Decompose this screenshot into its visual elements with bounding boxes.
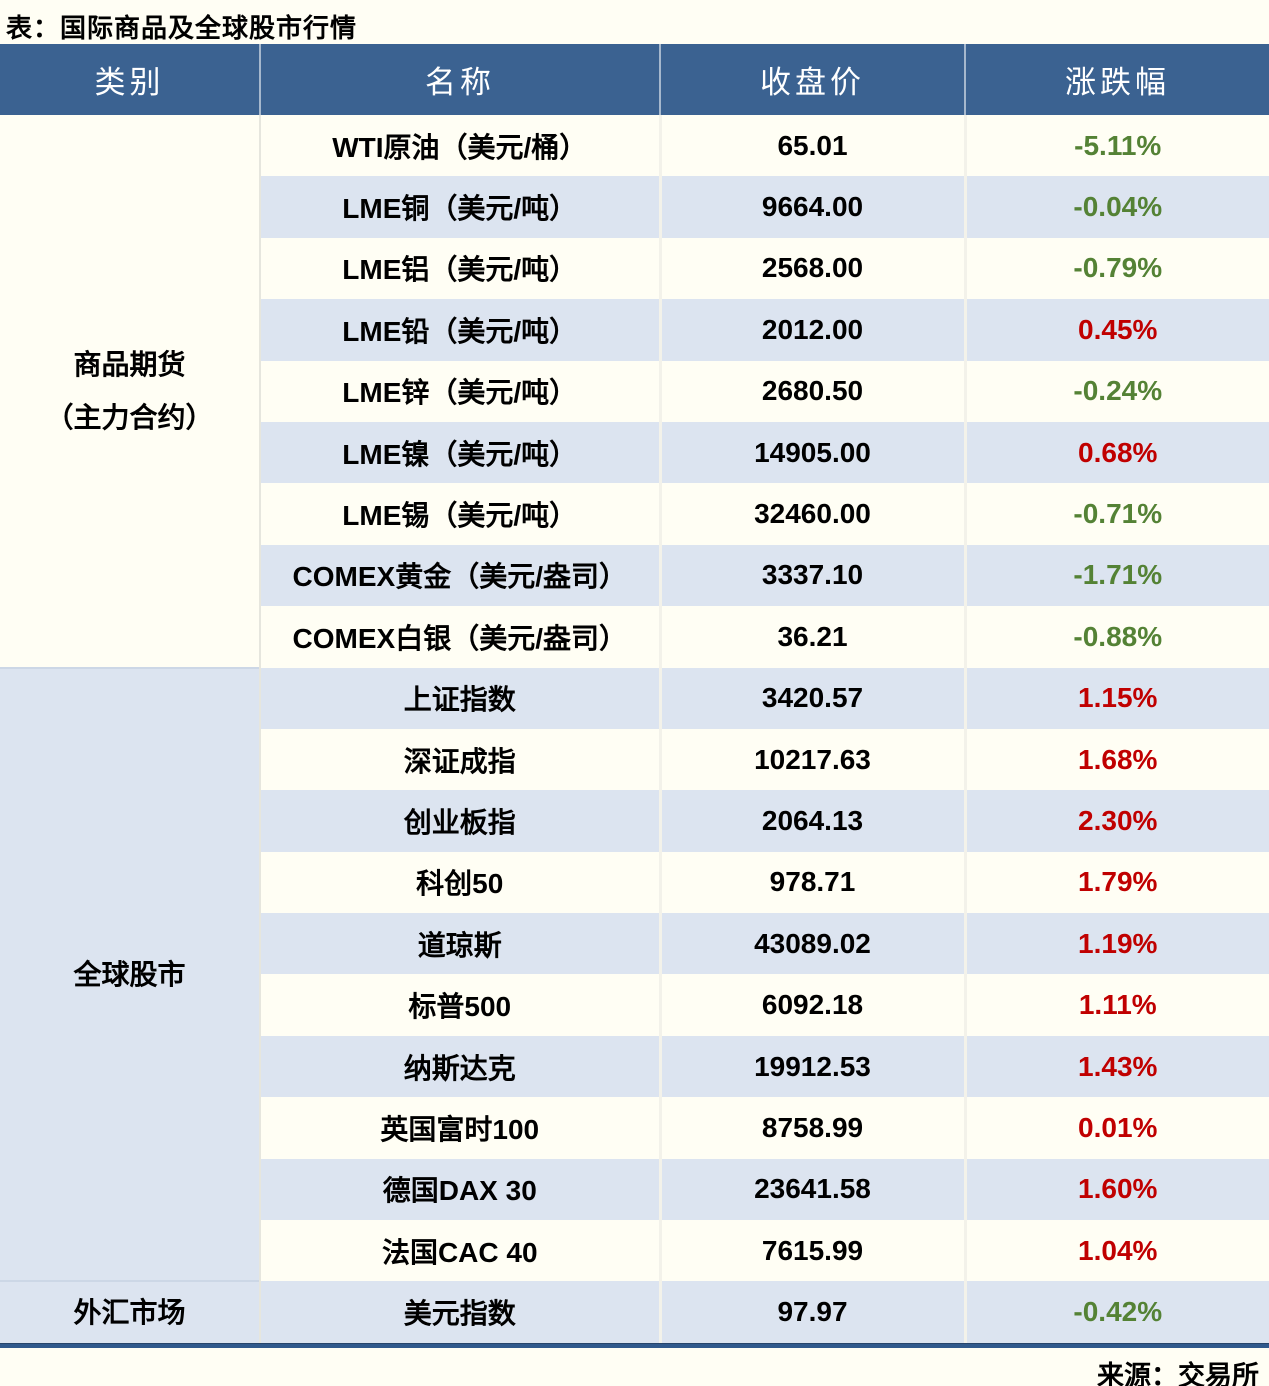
- change-percent-cell: -0.79%: [1073, 252, 1163, 284]
- close-price-cell: 65.01: [660, 115, 967, 177]
- instrument-name-cell: COMEX黄金（美元/盎司）: [260, 544, 662, 607]
- table-row: 标普500 6092.18 1.11%: [0, 974, 1269, 1036]
- change-percent-cell: 0.45%: [965, 299, 1269, 361]
- close-price-cell: 3420.57: [660, 667, 967, 729]
- instrument-name-cell: 标普500: [260, 974, 662, 1036]
- table-row: LME镍（美元/吨） 14905.00 0.68%: [0, 421, 1269, 484]
- close-price-cell: 2064.13: [660, 790, 967, 852]
- change-percent-cell: 1.60%: [965, 1158, 1269, 1221]
- change-percent-cell: -0.71%: [1073, 498, 1163, 530]
- instrument-name-cell: 德国DAX 30: [260, 1158, 662, 1221]
- change-percent-cell: 1.68%: [1078, 743, 1158, 775]
- close-price-cell: 2680.50: [660, 360, 967, 422]
- instrument-name-cell: 美元指数: [260, 1281, 662, 1343]
- instrument-name-cell: LME铅（美元/吨）: [260, 299, 662, 361]
- instrument-name-cell: 纳斯达克: [260, 1035, 662, 1098]
- header-row: 类别 名称 收盘价 涨跌幅: [0, 44, 1269, 115]
- table-header: 类别 名称 收盘价 涨跌幅: [0, 44, 1269, 115]
- instrument-name-cell: LME镍（美元/吨）: [260, 421, 662, 484]
- table-row: COMEX白银（美元/盎司） 36.21 -0.88%: [0, 606, 1269, 668]
- change-percent-cell: 1.04%: [1078, 1234, 1158, 1266]
- close-price-cell: 978.71: [660, 851, 967, 914]
- change-percent-cell: 0.68%: [965, 421, 1269, 484]
- instrument-name-cell: 科创50: [260, 851, 662, 914]
- close-price-cell: 2012.00: [660, 299, 967, 361]
- instrument-name-cell: LME锡（美元/吨）: [260, 483, 662, 545]
- table-row: 法国CAC 40 7615.99 1.04%: [0, 1220, 1269, 1282]
- change-percent-cell: 1.79%: [1078, 866, 1158, 898]
- close-price-cell: 7615.99: [660, 1220, 967, 1282]
- instrument-name-cell: 深证成指: [260, 728, 662, 791]
- table-row: 纳斯达克 19912.53 1.43%: [0, 1035, 1269, 1098]
- close-price-cell: 32460.00: [660, 483, 967, 545]
- table-row: 德国DAX 30 23641.58 1.60%: [0, 1158, 1269, 1221]
- close-price-cell: 3337.10: [660, 544, 967, 607]
- change-percent-cell: 1.11%: [1078, 989, 1157, 1021]
- table-row: LME锡（美元/吨） 32460.00 -0.71%: [0, 483, 1269, 545]
- table-row: 科创50 978.71 1.79%: [0, 851, 1269, 914]
- change-percent-cell: 1.15%: [965, 667, 1269, 729]
- category-label: 商品期货: [73, 348, 186, 380]
- category-label: 全球股市: [73, 958, 186, 990]
- table-row: 英国富时100 8758.99 0.01%: [0, 1097, 1269, 1159]
- instrument-name-cell: 法国CAC 40: [260, 1220, 662, 1282]
- category-label: 外汇市场: [73, 1297, 186, 1329]
- change-percent-cell: 1.43%: [965, 1035, 1269, 1098]
- instrument-name-cell: COMEX白银（美元/盎司）: [260, 606, 662, 668]
- change-percent-cell: -0.04%: [965, 176, 1269, 238]
- category-cell: 外汇市场: [0, 1280, 261, 1343]
- table-row: 外汇市场 美元指数 97.97 -0.42%: [0, 1280, 1269, 1343]
- close-price-cell: 6092.18: [660, 974, 967, 1036]
- table-row: COMEX黄金（美元/盎司） 3337.10 -1.71%: [0, 544, 1269, 607]
- header-close: 收盘价: [660, 44, 966, 115]
- change-percent-cell: -0.42%: [965, 1281, 1269, 1343]
- close-price-cell: 97.97: [660, 1281, 967, 1343]
- category-cell: 全球股市: [0, 666, 261, 1282]
- table-bottom-rule: [0, 1342, 1269, 1348]
- category-cell: 商品期货 （主力合约）: [0, 115, 261, 668]
- instrument-name-cell: LME铜（美元/吨）: [260, 176, 662, 238]
- table-row: 道琼斯 43089.02 1.19%: [0, 913, 1269, 975]
- table-row: 深证成指 10217.63 1.68%: [0, 728, 1269, 791]
- close-price-cell: 23641.58: [660, 1158, 967, 1221]
- change-percent-cell: -1.71%: [965, 544, 1269, 607]
- header-change: 涨跌幅: [965, 44, 1269, 115]
- table-row: 商品期货 （主力合约） WTI原油（美元/桶） 65.01 -5.11%: [0, 115, 1269, 668]
- instrument-name-cell: 上证指数: [260, 667, 662, 729]
- instrument-name-cell: 英国富时100: [260, 1097, 662, 1159]
- header-name: 名称: [260, 44, 661, 115]
- market-table: 类别 名称 收盘价 涨跌幅 商品期货 （主力合约） WTI原油（美元/桶） 65.01…: [0, 44, 1269, 1343]
- page-title: 表：国际商品及全球股市行情: [6, 13, 358, 43]
- table-body: 商品期货 （主力合约） WTI原油（美元/桶） 65.01 -5.11% LME铜（美元/…: [0, 115, 1269, 1343]
- instrument-name-cell: LME铝（美元/吨）: [260, 237, 662, 300]
- category-label: （主力合约）: [45, 401, 214, 433]
- table-row: LME铝（美元/吨） 2568.00 -0.79%: [0, 237, 1269, 300]
- change-percent-cell: -0.88%: [1073, 620, 1163, 652]
- instrument-name-cell: 创业板指: [260, 790, 662, 852]
- change-percent-cell: 2.30%: [965, 790, 1269, 852]
- close-price-cell: 2568.00: [660, 237, 967, 300]
- change-percent-cell: -5.11%: [1074, 129, 1162, 161]
- table-row: 全球股市 上证指数 3420.57 1.15%: [0, 666, 1269, 1282]
- table-row: LME铜（美元/吨） 9664.00 -0.04%: [0, 176, 1269, 238]
- close-price-cell: 19912.53: [660, 1035, 967, 1098]
- close-price-cell: 36.21: [660, 606, 967, 668]
- change-percent-cell: 0.01%: [1078, 1111, 1158, 1143]
- source-note: 来源：交易所: [1097, 1360, 1259, 1386]
- close-price-cell: 10217.63: [660, 728, 967, 791]
- table-row: LME锌（美元/吨） 2680.50 -0.24%: [0, 360, 1269, 422]
- table-row: 创业板指 2064.13 2.30%: [0, 790, 1269, 852]
- close-price-cell: 8758.99: [660, 1097, 967, 1159]
- change-percent-cell: 1.19%: [965, 913, 1269, 975]
- change-percent-cell: -0.24%: [1073, 375, 1163, 407]
- header-category: 类别: [0, 44, 261, 115]
- close-price-cell: 14905.00: [660, 421, 967, 484]
- instrument-name-cell: LME锌（美元/吨）: [260, 360, 662, 422]
- instrument-name-cell: WTI原油（美元/桶）: [260, 115, 662, 177]
- instrument-name-cell: 道琼斯: [260, 913, 662, 975]
- table-row: LME铅（美元/吨） 2012.00 0.45%: [0, 299, 1269, 361]
- close-price-cell: 43089.02: [660, 913, 967, 975]
- close-price-cell: 9664.00: [660, 176, 967, 238]
